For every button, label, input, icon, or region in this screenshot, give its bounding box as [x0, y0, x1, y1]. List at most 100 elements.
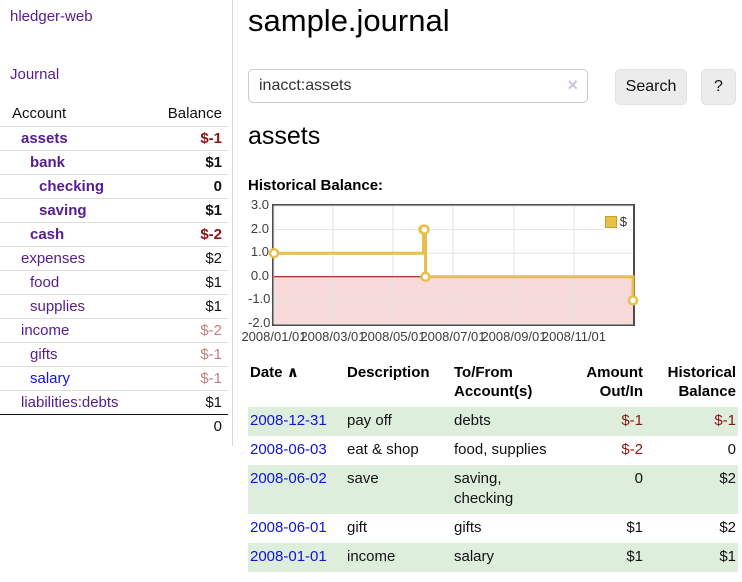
- transaction-date-link[interactable]: 2008-06-02: [250, 470, 327, 487]
- clear-search-icon[interactable]: ×: [567, 75, 578, 95]
- account-row: cash $-2: [0, 222, 228, 247]
- register-cell-amount: $1: [562, 543, 645, 572]
- account-row: salary $-1: [0, 366, 228, 391]
- register-cell-accounts: gifts: [454, 519, 482, 536]
- register-header-to-from-account-s-: To/From Account(s): [454, 364, 533, 400]
- search-row: × Search ?: [248, 69, 742, 105]
- account-link-liabilities-debts[interactable]: liabilities:debts: [21, 394, 119, 411]
- register-cell-balance: $2: [645, 465, 738, 514]
- x-axis-tick-label: 2008/01/01: [241, 329, 307, 344]
- account-row: bank $1: [0, 150, 228, 175]
- y-axis-tick-label: -1.0: [248, 291, 271, 307]
- account-link-cash[interactable]: cash: [30, 226, 65, 243]
- register-cell-description: income: [345, 543, 452, 572]
- register-cell-date: 2008-06-03: [248, 436, 345, 465]
- register-cell-description: pay off: [345, 407, 452, 436]
- account-name-cell: expenses: [0, 246, 142, 271]
- y-axis-tick-label: -2.0: [248, 315, 271, 330]
- account-name-cell: supplies: [0, 294, 142, 319]
- sidebar: hledger-web Journal Account Balance asse…: [0, 0, 233, 446]
- y-axis-tick-label: 1.0: [250, 244, 269, 260]
- account-link-salary[interactable]: salary: [30, 370, 71, 387]
- account-row: checking 0: [0, 174, 228, 199]
- register-cell-accounts: saving, checking: [452, 465, 562, 514]
- account-link-income[interactable]: income: [21, 322, 70, 339]
- transaction-date-link[interactable]: 2008-06-03: [250, 441, 327, 458]
- y-axis-tick-label: 2.0: [250, 220, 269, 236]
- account-balance: $-2: [141, 318, 228, 343]
- register-cell-amount: $-1: [562, 407, 645, 436]
- register-cell-amount: $1: [626, 519, 643, 536]
- accounts-total-row: 0: [0, 414, 228, 438]
- chart-legend: $: [602, 213, 629, 230]
- chart-canvas: [268, 205, 639, 325]
- accounts-header-balance: Balance: [167, 105, 222, 122]
- x-axis-tick-label: 2008/09/01: [481, 329, 547, 344]
- account-link-expenses[interactable]: expenses: [21, 250, 86, 267]
- account-link-saving[interactable]: saving: [39, 202, 87, 219]
- account-name-cell: food: [0, 270, 142, 295]
- account-balance: $1: [141, 198, 228, 223]
- y-axis-tick-label: 3.0: [250, 197, 269, 212]
- account-row: supplies $1: [0, 294, 228, 319]
- register-header-description: Description: [347, 364, 430, 381]
- legend-swatch-icon: [604, 215, 617, 228]
- account-row: assets $-1: [0, 126, 228, 151]
- account-balance: 0: [141, 174, 228, 199]
- sidebar-item-journal[interactable]: Journal: [10, 66, 60, 83]
- register-row: 2008-06-01 gift gifts $1 $2: [248, 514, 738, 543]
- register-cell-balance: 0: [727, 441, 736, 458]
- transaction-date-link[interactable]: 2008-12-31: [250, 412, 327, 429]
- account-row: liabilities:debts $1: [0, 390, 228, 415]
- account-link-food[interactable]: food: [30, 274, 60, 291]
- register-row: 2008-12-31 pay off debts $-1 $-1: [248, 407, 738, 436]
- account-balance: $-1: [141, 342, 228, 367]
- account-name-cell: cash: [0, 222, 142, 247]
- data-point-marker: [268, 247, 280, 259]
- main-content: sample.journal × Search ? assets Histori…: [241, 0, 742, 582]
- register-header-date[interactable]: Date ∧: [250, 364, 299, 381]
- account-link-assets[interactable]: assets: [21, 130, 68, 147]
- help-button[interactable]: ?: [701, 69, 736, 105]
- account-balance: $1: [141, 150, 228, 175]
- register-cell-date: 2008-12-31: [248, 407, 345, 436]
- account-balance: $1: [141, 270, 228, 295]
- account-link-checking[interactable]: checking: [39, 178, 105, 195]
- x-axis-tick-label: 2008/05/01: [360, 329, 426, 344]
- register-cell-balance: $-1: [645, 407, 738, 436]
- transaction-date-link[interactable]: 2008-01-01: [250, 548, 327, 565]
- transaction-date-link[interactable]: 2008-06-01: [250, 519, 327, 536]
- chart-plot-area[interactable]: $: [268, 204, 639, 326]
- search-input[interactable]: [259, 71, 559, 101]
- register-cell-date: 2008-01-01: [248, 543, 345, 572]
- register-cell-accounts: food, supplies: [454, 441, 547, 458]
- account-link-gifts[interactable]: gifts: [30, 346, 58, 363]
- register-table: Date ∧ Description To/From Account(s) Amoun…: [248, 360, 738, 572]
- account-balance: $-2: [141, 222, 228, 247]
- account-link-supplies[interactable]: supplies: [30, 298, 86, 315]
- account-link-bank[interactable]: bank: [30, 154, 66, 171]
- register-cell-amount: 0: [562, 465, 645, 514]
- account-row: income $-2: [0, 318, 228, 343]
- legend-label: $: [619, 214, 627, 229]
- app-brand-link[interactable]: hledger-web: [10, 8, 93, 25]
- account-balance: $2: [141, 246, 228, 271]
- account-name-cell: bank: [0, 150, 142, 175]
- register-row: 2008-01-01 income salary $1 $1: [248, 543, 738, 572]
- account-row: expenses $2: [0, 246, 228, 271]
- register-cell-accounts: debts: [452, 407, 562, 436]
- data-point-marker: [627, 295, 639, 306]
- account-balance: $-1: [141, 126, 228, 151]
- account-name-cell: assets: [0, 126, 142, 151]
- page-title: sample.journal: [248, 3, 450, 38]
- account-name-cell: gifts: [0, 342, 142, 367]
- account-row: food $1: [0, 270, 228, 295]
- search-button[interactable]: Search: [615, 69, 687, 105]
- accounts-table: Account Balance assets $-1 bank $1 checking 0…: [0, 103, 228, 438]
- x-axis-tick-label: 2008/11/01: [541, 329, 607, 344]
- search-box: ×: [248, 69, 588, 103]
- register-row: 2008-06-03 eat & shop food, supplies $-2 0: [248, 436, 738, 465]
- data-point-marker: [420, 271, 431, 283]
- register-row: 2008-06-02 save saving, checking 0 $2: [248, 465, 738, 514]
- spacer: [0, 414, 142, 438]
